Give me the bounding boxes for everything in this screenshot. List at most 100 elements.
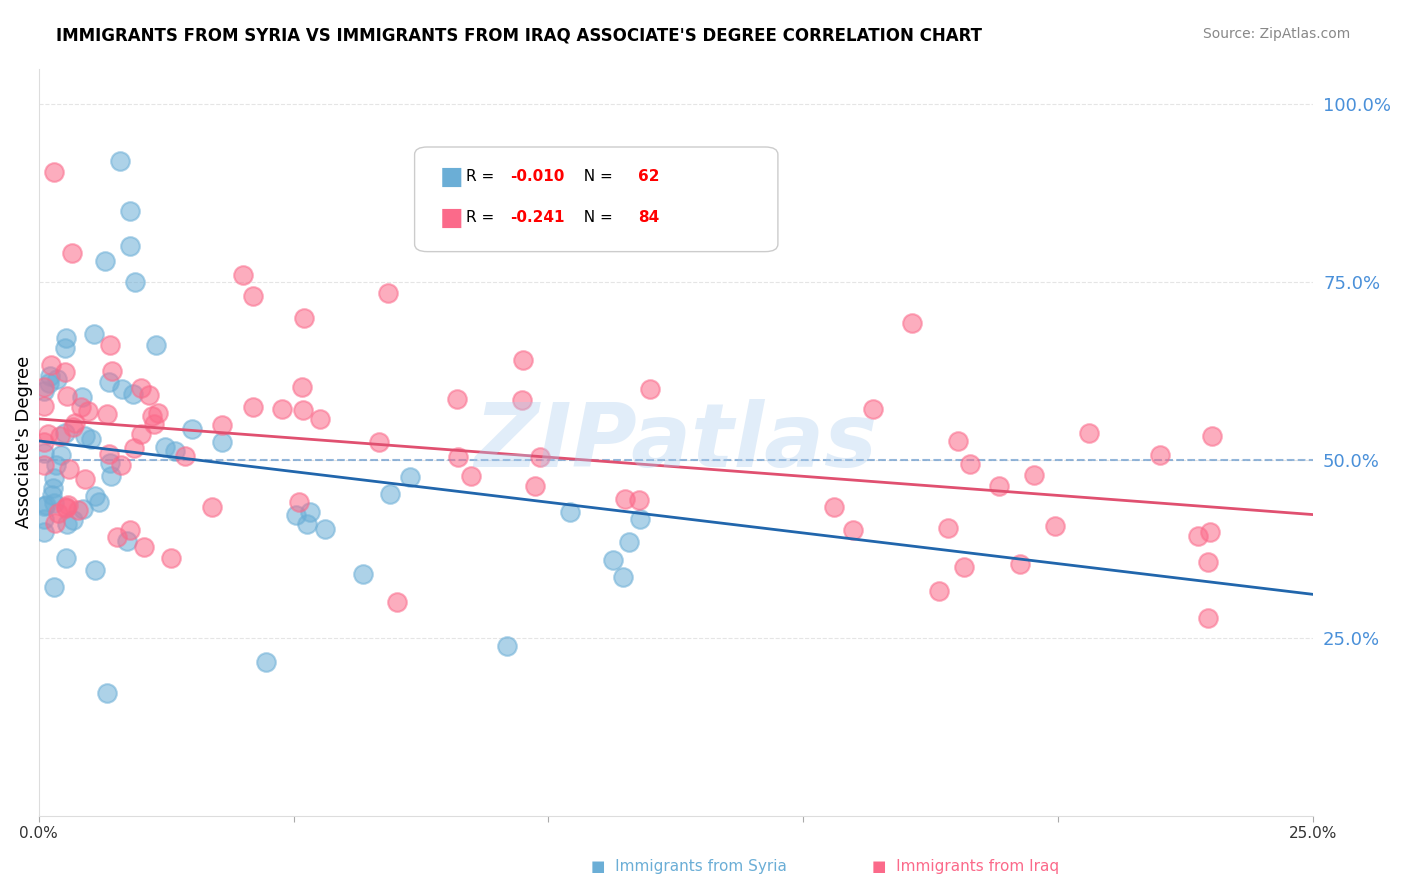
Syria bbox=[38, 376, 60, 391]
Iraq bbox=[62, 420, 84, 434]
Iraq bbox=[148, 406, 170, 420]
Syria bbox=[96, 686, 118, 700]
Syria bbox=[617, 535, 640, 549]
Iraq bbox=[1198, 524, 1220, 539]
Iraq bbox=[143, 417, 166, 432]
Iraq bbox=[134, 541, 156, 555]
Text: 62: 62 bbox=[638, 169, 659, 185]
Iraq bbox=[53, 365, 76, 379]
Iraq bbox=[1077, 425, 1099, 440]
Iraq bbox=[56, 498, 79, 512]
Iraq bbox=[291, 380, 314, 394]
Iraq bbox=[173, 449, 195, 463]
Syria bbox=[32, 525, 55, 540]
Syria bbox=[612, 570, 634, 584]
Iraq bbox=[118, 523, 141, 537]
Syria bbox=[690, 218, 713, 232]
Syria bbox=[70, 390, 93, 404]
Iraq bbox=[160, 551, 183, 566]
Iraq bbox=[211, 417, 233, 432]
Syria bbox=[62, 513, 84, 527]
Text: R =: R = bbox=[465, 169, 499, 185]
Text: N =: N = bbox=[574, 211, 617, 226]
Iraq bbox=[32, 380, 55, 394]
Syria bbox=[55, 551, 77, 566]
Syria bbox=[298, 505, 321, 519]
Syria bbox=[45, 458, 67, 473]
Iraq bbox=[936, 521, 959, 535]
Iraq bbox=[1149, 448, 1171, 462]
Syria bbox=[181, 422, 204, 436]
Syria bbox=[35, 499, 58, 513]
Syria bbox=[211, 434, 233, 449]
Text: ■  Immigrants from Iraq: ■ Immigrants from Iraq bbox=[872, 859, 1059, 874]
Iraq bbox=[129, 381, 152, 395]
Iraq bbox=[201, 500, 224, 514]
Iraq bbox=[138, 388, 160, 402]
Text: IMMIGRANTS FROM SYRIA VS IMMIGRANTS FROM IRAQ ASSOCIATE'S DEGREE CORRELATION CHA: IMMIGRANTS FROM SYRIA VS IMMIGRANTS FROM… bbox=[56, 27, 983, 45]
Iraq bbox=[529, 450, 551, 464]
Iraq bbox=[242, 289, 264, 303]
Syria bbox=[115, 534, 138, 549]
Syria bbox=[165, 443, 187, 458]
Iraq bbox=[37, 426, 59, 441]
Syria bbox=[254, 655, 277, 669]
Iraq bbox=[638, 382, 661, 396]
Iraq bbox=[96, 407, 118, 421]
Iraq bbox=[48, 428, 70, 442]
Syria bbox=[94, 253, 117, 268]
Iraq bbox=[39, 359, 62, 373]
Syria bbox=[53, 341, 76, 355]
Text: ■  Immigrants from Syria: ■ Immigrants from Syria bbox=[591, 859, 786, 874]
Syria bbox=[602, 553, 624, 567]
Iraq bbox=[614, 492, 637, 507]
Iraq bbox=[959, 457, 981, 471]
Iraq bbox=[44, 516, 66, 530]
Syria bbox=[53, 425, 76, 440]
Text: N =: N = bbox=[574, 169, 617, 185]
Syria bbox=[39, 368, 62, 383]
Iraq bbox=[377, 285, 399, 300]
Syria bbox=[496, 640, 519, 654]
Iraq bbox=[628, 492, 651, 507]
Iraq bbox=[97, 447, 120, 461]
Text: Source: ZipAtlas.com: Source: ZipAtlas.com bbox=[1202, 27, 1350, 41]
Syria bbox=[380, 487, 402, 501]
Iraq bbox=[55, 500, 77, 515]
Iraq bbox=[292, 310, 315, 325]
Iraq bbox=[141, 409, 163, 423]
Iraq bbox=[271, 402, 294, 417]
Iraq bbox=[460, 469, 482, 483]
Iraq bbox=[105, 530, 128, 544]
Syria bbox=[285, 508, 308, 522]
Text: ■: ■ bbox=[440, 206, 464, 230]
Iraq bbox=[110, 458, 132, 473]
Syria bbox=[72, 502, 94, 516]
Iraq bbox=[1197, 555, 1219, 569]
Iraq bbox=[368, 434, 391, 449]
Syria bbox=[111, 382, 134, 396]
Iraq bbox=[512, 353, 534, 368]
Syria bbox=[314, 522, 336, 536]
Syria bbox=[75, 428, 97, 442]
Iraq bbox=[46, 506, 69, 520]
Iraq bbox=[291, 402, 314, 417]
Iraq bbox=[63, 416, 86, 430]
Syria bbox=[120, 203, 142, 218]
Syria bbox=[628, 511, 651, 525]
Syria bbox=[124, 275, 146, 289]
Iraq bbox=[100, 364, 122, 378]
Syria bbox=[45, 372, 67, 386]
Iraq bbox=[385, 595, 408, 609]
Syria bbox=[120, 239, 142, 253]
Syria bbox=[41, 488, 63, 502]
Syria bbox=[87, 495, 110, 509]
Syria bbox=[83, 489, 105, 503]
Iraq bbox=[1022, 467, 1045, 482]
Syria bbox=[108, 154, 131, 169]
Iraq bbox=[287, 494, 309, 508]
Syria bbox=[44, 580, 66, 594]
Iraq bbox=[447, 450, 470, 464]
Iraq bbox=[42, 165, 65, 179]
Iraq bbox=[309, 411, 332, 425]
